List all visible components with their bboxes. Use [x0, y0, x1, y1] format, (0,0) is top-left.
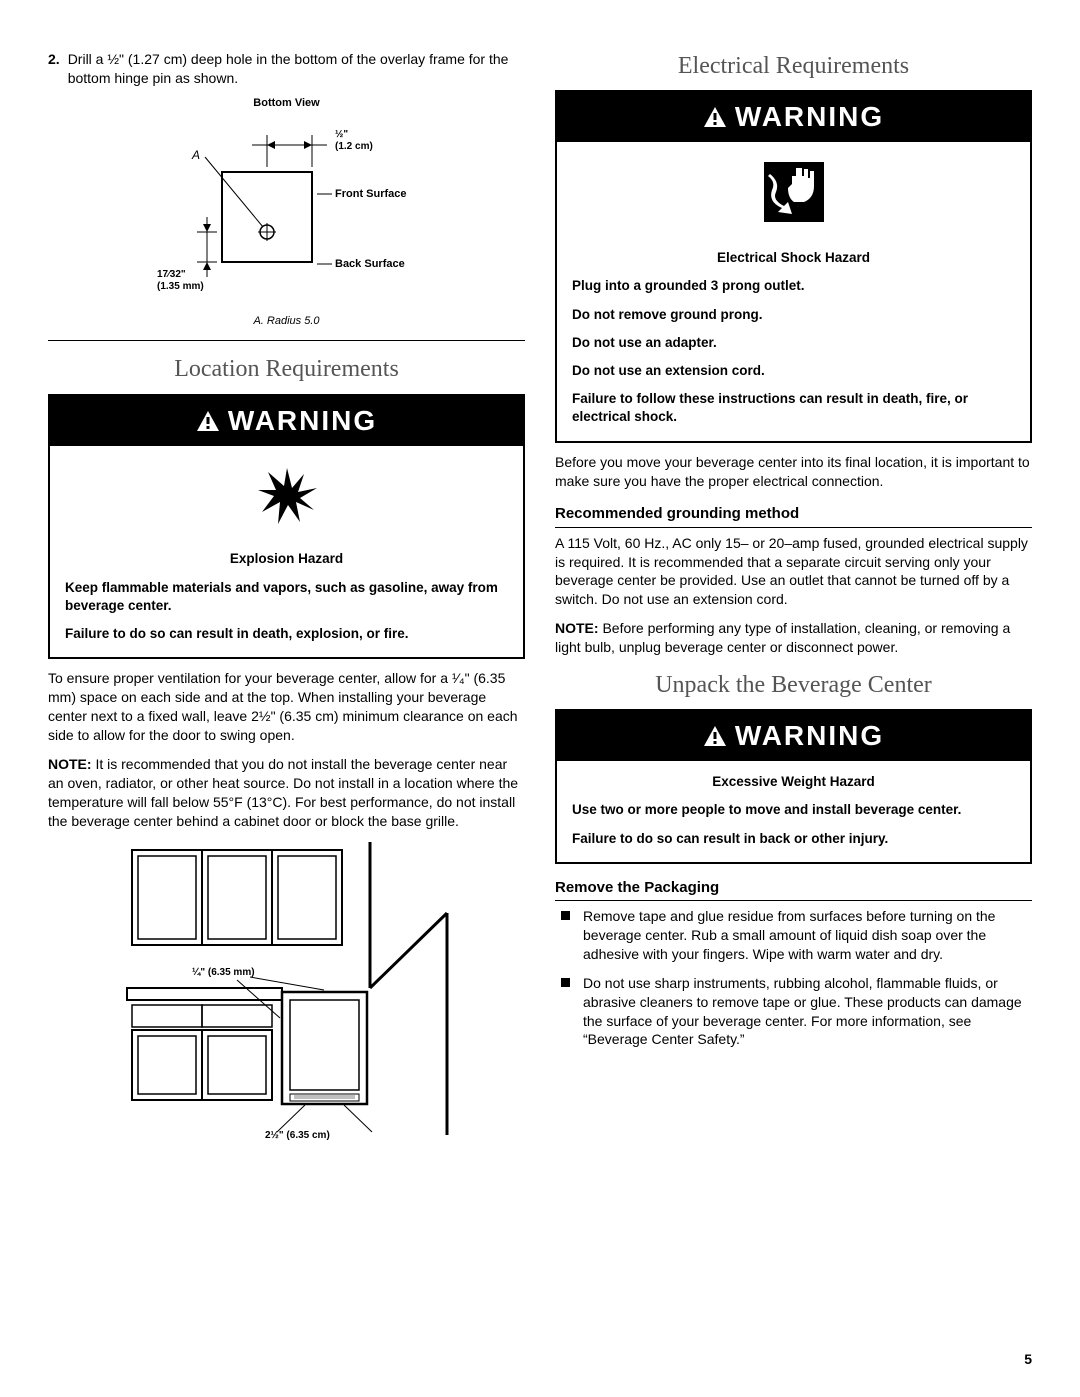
grounding-paragraph: A 115 Volt, 60 Hz., AC only 15– or 20–am… [555, 534, 1032, 610]
warning-line: Keep flammable materials and vapors, suc… [65, 579, 508, 615]
left-column: 2. Drill a ½" (1.27 cm) deep hole in the… [48, 50, 525, 1157]
note-text: It is recommended that you do not instal… [48, 756, 518, 829]
electrical-intro: Before you move your beverage center int… [555, 453, 1032, 491]
warning-triangle-icon [703, 106, 727, 128]
page-number: 5 [1024, 1350, 1032, 1369]
warning-banner: WARNING [557, 711, 1030, 761]
ventilation-paragraph: To ensure proper ventilation for your be… [48, 669, 525, 745]
hazard-title: Electrical Shock Hazard [572, 249, 1015, 267]
warning-explosion: WARNING Explosion Hazard Keep flammable … [48, 394, 525, 660]
warning-triangle-icon [703, 725, 727, 747]
svg-text:¼" (6.35 mm): ¼" (6.35 mm) [192, 967, 255, 978]
shock-icon [557, 142, 1030, 241]
note-label: NOTE: [48, 756, 92, 772]
label-a: A [191, 148, 200, 162]
electrical-requirements-title: Electrical Requirements [555, 50, 1032, 82]
note-paragraph: NOTE: It is recommended that you do not … [48, 755, 525, 831]
diagram1-title: Bottom View [48, 96, 525, 111]
warning-banner: WARNING [557, 92, 1030, 142]
svg-text:(1.2 cm): (1.2 cm) [335, 141, 373, 152]
step-number: 2. [48, 50, 60, 88]
divider [48, 340, 525, 341]
warning-line: Do not use an adapter. [572, 334, 1015, 352]
right-column: Electrical Requirements WARNING [555, 50, 1032, 1157]
warning-text: WARNING [735, 98, 884, 136]
warning-line: Failure to follow these instructions can… [572, 390, 1015, 426]
packaging-list: Remove tape and glue residue from surfac… [555, 907, 1032, 1049]
warning-text: WARNING [228, 402, 377, 440]
explosion-icon [50, 446, 523, 543]
warning-triangle-icon [196, 410, 220, 432]
warning-electrical: WARNING Electrical Shock Hazard Plug int… [555, 90, 1032, 442]
step-2: 2. Drill a ½" (1.27 cm) deep hole in the… [48, 50, 525, 88]
bottom-view-diagram: A ½" (1.2 cm) Front Surface Back Surface [48, 117, 525, 329]
warning-banner: WARNING [50, 396, 523, 446]
warning-body: Excessive Weight Hazard Use two or more … [557, 761, 1030, 862]
note-text: Before performing any type of installati… [555, 620, 1010, 655]
svg-text:Front Surface: Front Surface [335, 188, 407, 200]
list-item: Remove tape and glue residue from surfac… [555, 907, 1032, 964]
warning-line: Failure to do so can result in back or o… [572, 830, 1015, 848]
cabinet-diagram: ¼" (6.35 mm) 2½" (6.35 cm) [48, 840, 525, 1145]
svg-text:½": ½" [335, 129, 348, 140]
diagram1-caption: A. Radius 5.0 [48, 314, 525, 329]
grounding-subhead: Recommended grounding method [555, 504, 1032, 527]
warning-line: Failure to do so can result in death, ex… [65, 625, 508, 643]
note-paragraph: NOTE: Before performing any type of inst… [555, 619, 1032, 657]
warning-body: Explosion Hazard Keep flammable material… [50, 542, 523, 657]
warning-line: Do not use an extension cord. [572, 362, 1015, 380]
hazard-title: Excessive Weight Hazard [572, 773, 1015, 791]
unpack-title: Unpack the Beverage Center [555, 669, 1032, 701]
warning-line: Plug into a grounded 3 prong outlet. [572, 277, 1015, 295]
warning-body: Electrical Shock Hazard Plug into a grou… [557, 241, 1030, 441]
svg-text:(1.35 mm): (1.35 mm) [157, 281, 204, 292]
svg-text:Back Surface: Back Surface [335, 258, 405, 270]
remove-packaging-subhead: Remove the Packaging [555, 878, 1032, 901]
warning-line: Do not remove ground prong. [572, 306, 1015, 324]
list-item: Do not use sharp instruments, rubbing al… [555, 974, 1032, 1050]
step-text: Drill a ½" (1.27 cm) deep hole in the bo… [68, 50, 525, 88]
svg-text:17⁄32": 17⁄32" [157, 269, 186, 280]
warning-line: Use two or more people to move and insta… [572, 801, 1015, 819]
warning-weight: WARNING Excessive Weight Hazard Use two … [555, 709, 1032, 863]
hazard-title: Explosion Hazard [65, 550, 508, 568]
warning-text: WARNING [735, 717, 884, 755]
location-requirements-title: Location Requirements [48, 353, 525, 385]
svg-text:2½" (6.35 cm): 2½" (6.35 cm) [265, 1130, 330, 1140]
note-label: NOTE: [555, 620, 599, 636]
